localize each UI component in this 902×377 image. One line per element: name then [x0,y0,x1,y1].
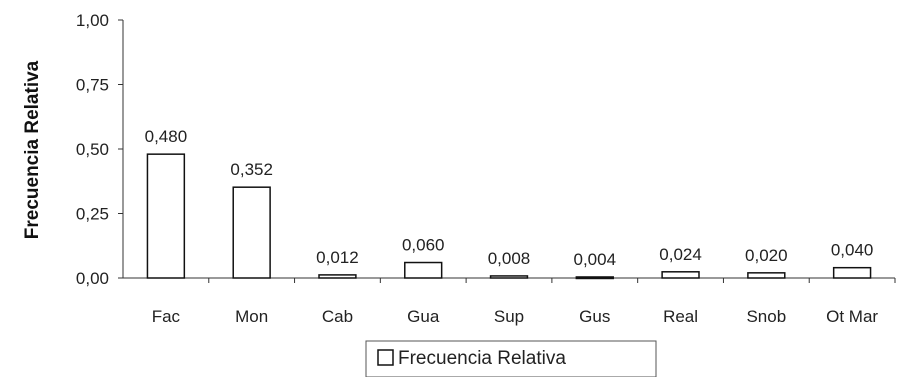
bar [575,276,614,280]
x-tick-label: Real [663,307,698,326]
data-label: 0,480 [145,127,188,146]
y-tick-label: 0,25 [76,205,109,224]
bar [404,261,443,279]
data-label: 0,060 [402,236,445,255]
y-tick-label: 0,00 [76,269,109,288]
bar [747,272,786,279]
x-ticks: Fac Mon Cab Gua Sup Gus Real Snob Ot Mar [152,278,896,326]
x-tick-label: Cab [322,307,353,326]
bars: 0,480 0,352 0,012 0,060 0,008 0,004 0,024 0,020… [145,127,874,280]
x-tick-label: Gua [407,307,440,326]
x-tick-label: Fac [152,307,181,326]
legend-swatch [377,349,394,366]
y-ticks: 0,00 0,25 0,50 0,75 1,00 [76,11,123,288]
bar [318,274,357,279]
bar [832,266,872,279]
x-tick-label: Mon [235,307,268,326]
data-label: 0,012 [316,248,359,267]
bar [146,153,186,279]
legend-label: Frecuencia Relativa [398,348,566,369]
legend-box [365,340,657,377]
data-label: 0,020 [745,246,788,265]
data-label: 0,024 [659,245,702,264]
x-tick-label: Sup [494,307,524,326]
x-tick-label: Gus [579,307,610,326]
data-label: 0,352 [230,160,273,179]
data-label: 0,004 [574,250,617,269]
x-tick-label: Ot Mar [826,307,878,326]
y-tick-label: 0,50 [76,140,109,159]
data-label: 0,008 [488,249,531,268]
legend: Frecuencia Relativa [365,340,657,377]
data-label: 0,040 [831,241,874,260]
y-tick-label: 0,75 [76,76,109,95]
y-axis-label: Frecuencia Relativa [22,60,43,239]
x-tick-label: Snob [746,307,786,326]
bar [232,186,271,279]
bar [489,275,529,279]
y-tick-label: 1,00 [76,11,109,30]
bar [661,271,700,279]
